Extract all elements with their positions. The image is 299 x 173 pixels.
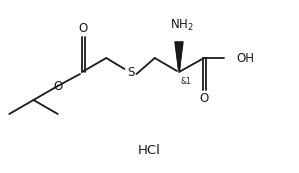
Text: O: O [78,22,88,35]
Text: O: O [53,80,62,93]
Text: NH$_2$: NH$_2$ [170,17,194,33]
Text: S: S [127,66,134,79]
Polygon shape [175,42,183,69]
Text: O: O [200,93,209,106]
Text: &1: &1 [181,76,192,85]
Text: HCl: HCl [138,144,161,157]
Text: OH: OH [237,52,254,65]
